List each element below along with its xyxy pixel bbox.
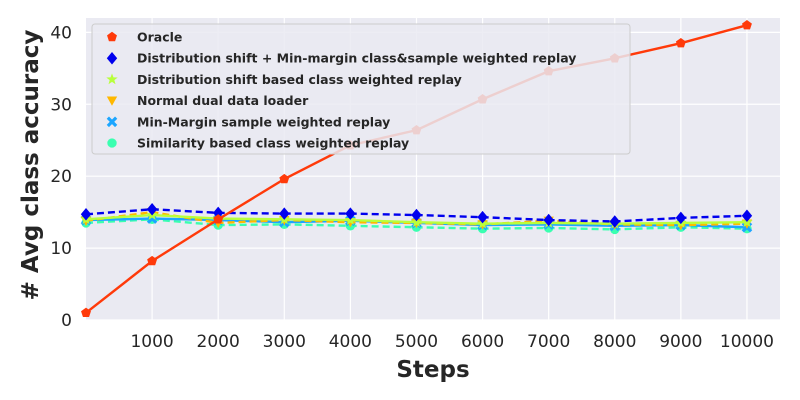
x-tick-label: 5000	[395, 332, 438, 352]
series-group	[80, 19, 753, 318]
x-tick-label: 7000	[527, 332, 570, 352]
data-point-oracle	[742, 19, 752, 30]
legend-marker-min-margin-sample-weighted-replay	[106, 116, 118, 128]
x-tick-label: 3000	[263, 332, 306, 352]
legend-marker-oracle	[107, 31, 117, 42]
data-point-distribution-shift-min-margin-class-sample-weighted-replay	[741, 209, 753, 222]
x-tick-label: 8000	[593, 332, 636, 352]
y-tick-labels: 0 10 20 30 40	[50, 23, 72, 331]
data-point-distribution-shift-based-class-weighted-replay	[410, 216, 423, 228]
data-point-oracle	[675, 37, 686, 48]
x-tick-labels: 1000 2000 3000 4000 5000 6000 7000 8000 9000 1000…	[130, 332, 774, 352]
legend: Oracle Distribution shift + Min-margin cl…	[91, 23, 631, 155]
legend-label: Oracle	[137, 30, 182, 45]
series-markers-distribution-shift-min-margin-class-sample-weighted-replay	[80, 203, 753, 228]
y-axis-label: # Avg class accuracy	[18, 30, 44, 301]
data-point-oracle	[81, 307, 91, 318]
legend-label: Distribution shift based class weighted …	[137, 72, 462, 87]
legend-marker-similarity-based-class-weighted-replay	[107, 138, 117, 148]
legend-entries: Oracle Distribution shift + Min-margin cl…	[106, 30, 576, 151]
x-tick-label: 9000	[659, 332, 702, 352]
x-tick-label: 6000	[461, 332, 504, 352]
x-tick-label: 4000	[329, 332, 372, 352]
data-point-distribution-shift-min-margin-class-sample-weighted-replay	[675, 211, 687, 225]
legend-label: Min-Margin sample weighted replay	[137, 114, 390, 129]
data-point-distribution-shift-min-margin-class-sample-weighted-replay	[212, 206, 224, 220]
legend-marker-normal-dual-data-loader	[106, 96, 118, 106]
data-point-distribution-shift-min-margin-class-sample-weighted-replay	[80, 208, 92, 221]
data-point-distribution-shift-min-margin-class-sample-weighted-replay	[477, 210, 488, 224]
y-tick-label: 30	[50, 95, 72, 115]
y-tick-label: 40	[50, 23, 72, 43]
data-point-distribution-shift-min-margin-class-sample-weighted-replay	[279, 207, 290, 220]
x-tick-label: 1000	[130, 332, 173, 352]
x-tick-label: 10000	[720, 332, 774, 352]
legend-label: Similarity based class weighted replay	[137, 136, 409, 151]
y-tick-label: 10	[50, 239, 72, 259]
data-point-oracle	[147, 255, 158, 266]
data-point-distribution-shift-min-margin-class-sample-weighted-replay	[609, 215, 620, 228]
x-axis-label: Steps	[396, 357, 469, 383]
data-point-distribution-shift-min-margin-class-sample-weighted-replay	[411, 208, 422, 222]
data-point-distribution-shift-min-margin-class-sample-weighted-replay	[543, 213, 554, 227]
y-tick-label: 0	[61, 311, 72, 331]
legend-marker-min-margin-sample-weighted-replay-stroke	[106, 116, 118, 128]
data-point-oracle	[213, 214, 224, 224]
legend-marker-distribution-shift-min-margin-class-sample-weighted-replay	[106, 51, 118, 65]
data-point-oracle	[279, 173, 290, 184]
data-point-distribution-shift-min-margin-class-sample-weighted-replay	[146, 203, 158, 216]
x-tick-label: 2000	[197, 332, 240, 352]
y-tick-label: 20	[50, 167, 72, 187]
legend-box	[91, 23, 631, 155]
legend-marker-distribution-shift-based-class-weighted-replay	[106, 73, 118, 85]
legend-label: Normal dual data loader	[137, 93, 309, 108]
data-point-distribution-shift-min-margin-class-sample-weighted-replay	[345, 207, 356, 220]
legend-label: Distribution shift + Min-margin class&sa…	[137, 51, 576, 66]
